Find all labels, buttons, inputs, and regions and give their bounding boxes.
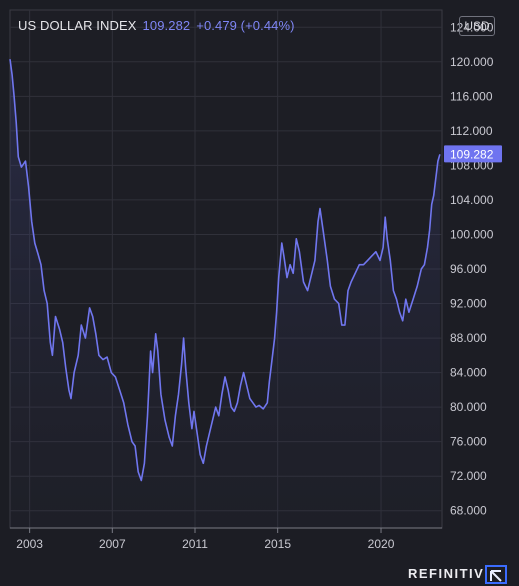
price-change: +0.479 (+0.44%) — [196, 18, 295, 33]
y-tick-label: 96.000 — [450, 262, 487, 276]
x-axis: 2003 2007 2011 2015 2020 — [16, 528, 395, 551]
y-tick-label: 100.000 — [450, 227, 494, 241]
x-tick-label: 2007 — [99, 537, 126, 551]
y-tick-label: 116.000 — [450, 89, 493, 103]
last-price-tag: 109.282 — [444, 145, 502, 163]
y-tick-label: 68.000 — [450, 504, 487, 518]
brand-name: REFINITIV — [408, 566, 485, 581]
area-fill — [10, 59, 440, 528]
refinitiv-logo-icon — [485, 565, 507, 584]
x-tick-label: 2003 — [16, 537, 43, 551]
series-line-us-dollar-index — [9, 59, 441, 482]
y-axis: 68.000 72.000 76.000 80.000 84.000 88.000 92.0… — [450, 20, 494, 517]
y-tick-label: 120.000 — [450, 55, 494, 69]
y-tick-label: 104.000 — [450, 193, 494, 207]
price-tag-background — [444, 145, 502, 163]
y-tick-label: 124.000 — [450, 20, 494, 34]
x-tick-label: 2015 — [264, 537, 291, 551]
currency-unit-badge[interactable]: USD — [459, 16, 495, 36]
y-tick-label: 84.000 — [450, 366, 487, 380]
last-price: 109.282 — [142, 18, 191, 33]
y-tick-label: 76.000 — [450, 435, 487, 449]
chart-header: US DOLLAR INDEX 109.282 +0.479 (+0.44%) — [18, 18, 295, 33]
y-tick-label: 112.000 — [450, 124, 493, 138]
instrument-title: US DOLLAR INDEX — [18, 18, 137, 33]
x-tick-label: 2020 — [368, 537, 395, 551]
y-tick-label: 92.000 — [450, 297, 487, 311]
y-tick-label: 88.000 — [450, 331, 487, 345]
x-tick-label: 2011 — [182, 537, 208, 551]
y-tick-label: 72.000 — [450, 469, 487, 483]
price-tag-label: 109.282 — [450, 147, 494, 161]
y-tick-label: 80.000 — [450, 400, 487, 414]
